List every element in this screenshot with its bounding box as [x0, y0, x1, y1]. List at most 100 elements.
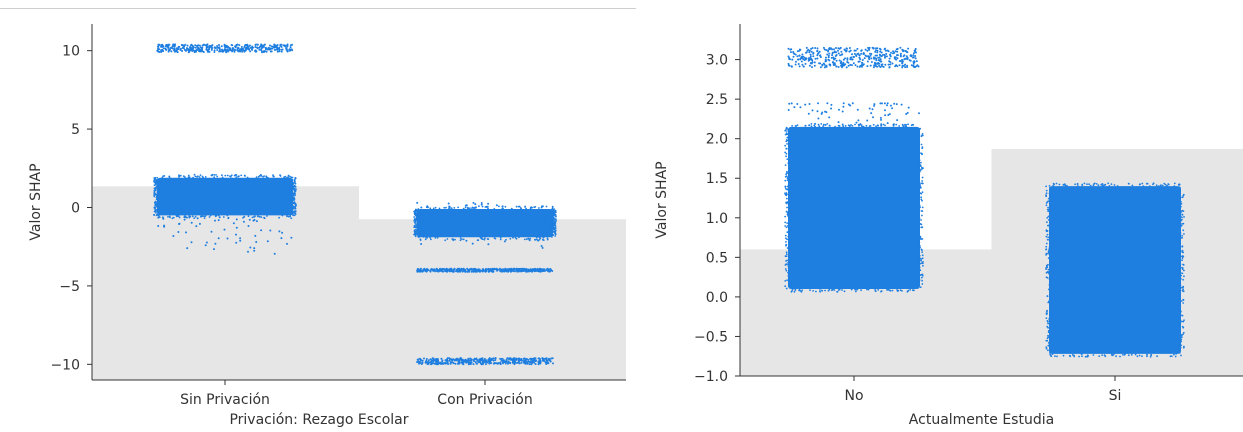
point	[218, 47, 221, 50]
point	[920, 223, 923, 226]
point	[905, 55, 908, 58]
point	[550, 234, 552, 237]
point	[205, 241, 208, 244]
point	[477, 239, 480, 242]
point	[515, 357, 518, 360]
point	[892, 123, 895, 126]
point	[518, 236, 520, 239]
point	[290, 180, 293, 182]
point	[534, 206, 537, 208]
point	[1179, 186, 1181, 189]
point	[851, 53, 853, 56]
point	[293, 214, 296, 217]
point	[190, 241, 193, 244]
point	[414, 228, 417, 231]
point	[272, 174, 274, 177]
point	[831, 52, 834, 55]
point	[808, 103, 811, 105]
point	[826, 53, 829, 56]
point	[868, 107, 871, 110]
point	[186, 247, 189, 250]
point	[242, 217, 244, 219]
point	[797, 63, 800, 65]
point	[254, 46, 257, 48]
point	[1179, 241, 1181, 244]
point	[872, 116, 874, 119]
point	[416, 217, 419, 220]
point	[457, 221, 460, 224]
point	[484, 237, 486, 240]
point	[491, 270, 494, 273]
point	[427, 361, 430, 364]
y-tick-label: 10	[62, 44, 80, 60]
point	[1049, 228, 1052, 231]
point	[437, 216, 440, 219]
point	[1045, 267, 1047, 269]
point	[183, 218, 186, 221]
point	[415, 233, 417, 236]
point	[534, 238, 537, 241]
point	[156, 191, 159, 194]
point	[896, 54, 899, 57]
point	[467, 363, 470, 366]
point	[1152, 183, 1154, 186]
point	[1047, 252, 1050, 255]
point	[421, 230, 424, 233]
point	[291, 206, 294, 209]
point	[878, 62, 881, 65]
point	[1047, 206, 1049, 209]
point	[172, 235, 175, 237]
point	[1047, 349, 1049, 352]
point	[448, 207, 450, 210]
point	[1115, 355, 1117, 358]
point	[479, 237, 482, 239]
point	[542, 269, 545, 272]
point	[518, 362, 521, 365]
point	[495, 204, 498, 207]
point	[194, 215, 197, 218]
point	[788, 175, 791, 178]
point	[466, 207, 469, 210]
point	[451, 238, 454, 240]
point	[1182, 333, 1184, 336]
point	[817, 123, 820, 126]
point	[899, 54, 902, 57]
point	[830, 103, 833, 106]
point	[249, 246, 252, 249]
point	[919, 185, 922, 188]
point	[443, 206, 446, 209]
point	[825, 56, 827, 59]
point	[458, 269, 461, 272]
point-cluster-si-3	[1045, 182, 1185, 358]
point	[919, 286, 922, 289]
point	[289, 215, 292, 217]
point	[867, 56, 870, 59]
point	[1047, 331, 1050, 334]
point	[547, 357, 550, 360]
point	[162, 47, 165, 50]
point	[801, 289, 804, 292]
point	[451, 361, 454, 364]
point	[921, 166, 923, 169]
point	[784, 280, 787, 282]
point	[462, 238, 465, 241]
point	[785, 175, 788, 178]
point	[785, 241, 787, 243]
point	[1049, 255, 1052, 258]
point	[821, 64, 824, 67]
point	[1161, 184, 1164, 187]
point	[513, 363, 516, 366]
point	[459, 239, 462, 242]
point	[462, 223, 465, 226]
point	[416, 209, 418, 212]
point	[1113, 184, 1116, 186]
point	[904, 123, 906, 126]
point	[828, 124, 831, 127]
point	[493, 208, 496, 210]
point	[488, 361, 491, 364]
point	[832, 61, 835, 64]
point	[1141, 355, 1143, 357]
point	[458, 212, 461, 215]
point	[889, 61, 892, 64]
point	[427, 359, 430, 362]
